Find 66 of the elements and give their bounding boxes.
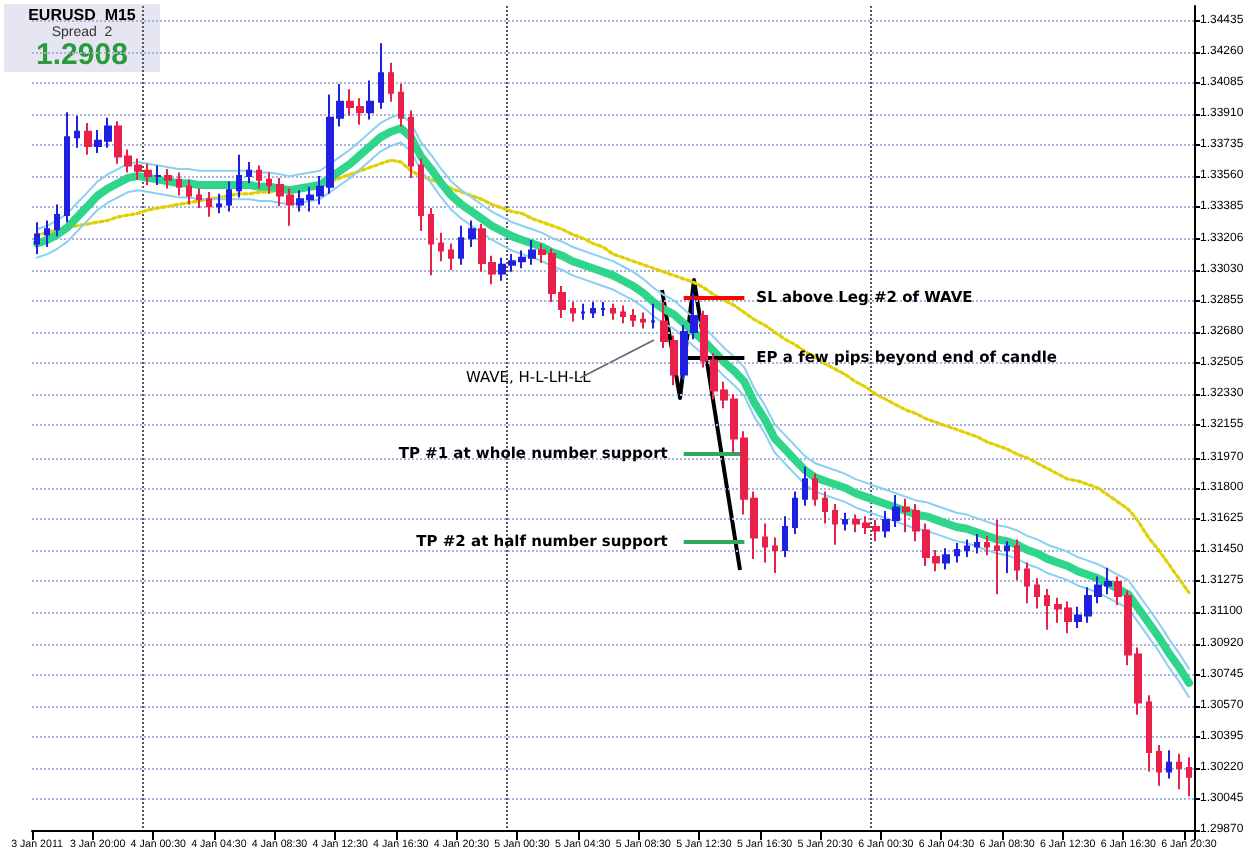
candlestick [64, 111, 70, 224]
candlestick [44, 219, 50, 248]
candlestick [942, 547, 950, 571]
candlestick [256, 164, 262, 190]
candlestick [570, 300, 576, 323]
candlestick [74, 114, 80, 149]
candlestick [34, 221, 40, 256]
candlestick [438, 231, 444, 263]
candlestick [994, 518, 1000, 596]
candlestick [246, 160, 252, 185]
candlestick [388, 61, 394, 103]
candlestick [226, 180, 232, 213]
candlestick [1176, 752, 1182, 791]
candlestick [1156, 743, 1162, 787]
candlestick [236, 153, 242, 199]
candlestick [1146, 694, 1152, 773]
candlestick [650, 302, 656, 330]
candlestick [266, 171, 272, 195]
candlestick [164, 168, 172, 190]
candlestick [1024, 561, 1030, 605]
candlestick [1004, 540, 1010, 575]
candlestick [792, 490, 798, 536]
candlestick [448, 242, 454, 272]
candlestick [176, 171, 182, 197]
candlestick [832, 502, 838, 546]
candlestick [762, 522, 768, 564]
candlestick [1044, 588, 1050, 631]
candlestick [964, 538, 970, 559]
candlestick [196, 187, 202, 210]
candlestick [1166, 749, 1172, 780]
candlestick [782, 515, 788, 559]
candlestick [1034, 577, 1040, 610]
candlestick [418, 157, 424, 233]
candlestick [398, 82, 404, 128]
candlestick [630, 308, 636, 328]
candlestick [216, 192, 222, 215]
candlestick [408, 109, 414, 179]
candlestick [154, 164, 162, 186]
annotation: 1.2908 [34, 38, 130, 72]
candlestick [984, 534, 990, 557]
candlestick [378, 42, 384, 110]
candlestick [954, 541, 960, 564]
candlestick [1186, 756, 1192, 798]
candlestick [812, 472, 818, 507]
line-series [35, 158, 1191, 595]
candlestick [842, 511, 848, 532]
candlestick [206, 191, 212, 218]
candlestick [428, 207, 434, 277]
candlestick [1014, 538, 1020, 582]
candlestick [600, 300, 606, 318]
candlestick [186, 178, 192, 206]
candlestick [84, 121, 92, 156]
candlestick [640, 311, 646, 330]
candlestick [458, 224, 464, 266]
candlestick [54, 203, 60, 238]
candlestick [590, 300, 596, 319]
candlestick [974, 533, 980, 555]
candlestick [366, 79, 374, 121]
candlestick [802, 465, 808, 507]
candlestick [822, 490, 828, 525]
candlestick [620, 304, 626, 325]
candlestick [772, 536, 778, 575]
chart-title: EURUSD M15 [26, 6, 138, 24]
candlestick [468, 219, 476, 248]
candlestick [610, 302, 616, 321]
candlestick [580, 302, 586, 321]
